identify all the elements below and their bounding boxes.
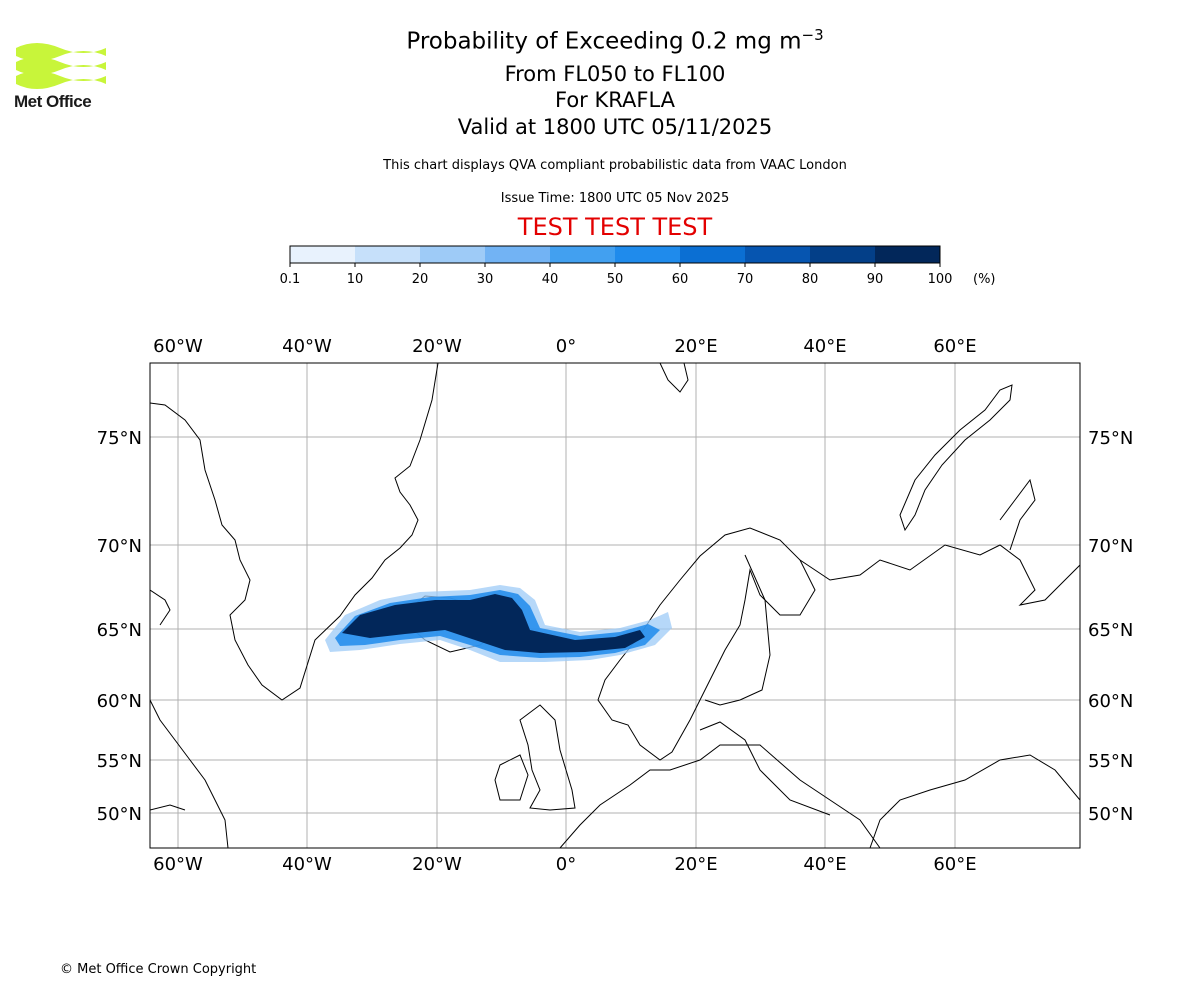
latitude-label-right: 55°N	[1088, 751, 1133, 772]
latitude-label-left: 65°N	[97, 620, 142, 641]
colorbar: 0.1 10 20 30 40 50 60 70 80 90 100 (%)	[280, 245, 996, 287]
chart-title: Probability of Exceeding 0.2 mg m−3	[290, 26, 940, 55]
colorbar-segment	[875, 246, 941, 263]
latitude-label-left: 50°N	[97, 804, 142, 825]
colorbar-segment	[355, 246, 421, 263]
title-superscript: −3	[801, 26, 824, 44]
longitude-label-top: 60°W	[153, 336, 203, 357]
longitude-label-top: 20°E	[674, 336, 717, 357]
title-line-4: Valid at 1800 UTC 05/11/2025	[457, 115, 773, 139]
longitude-label-bottom: 40°W	[282, 854, 332, 875]
colorbar-tick-label: 70	[737, 272, 754, 287]
colorbar-tick-label: 20	[412, 272, 429, 287]
test-banner: TEST TEST TEST	[517, 213, 713, 241]
map-frame	[149, 362, 1081, 849]
colorbar-tick-label: 30	[477, 272, 494, 287]
latitude-label-right: 70°N	[1088, 536, 1133, 557]
latitude-label-right: 50°N	[1088, 804, 1133, 825]
colorbar-segment	[420, 246, 486, 263]
longitude-label-bottom: 60°W	[153, 854, 203, 875]
longitude-label-bottom: 40°E	[803, 854, 846, 875]
map-axis-labels: 60°W 60°W 40°W 40°W 20°W 20°W 0° 0° 20°E 20°E 40°E…	[97, 336, 1134, 875]
copyright-notice: © Met Office Crown Copyright	[60, 962, 257, 977]
colorbar-segment	[550, 246, 616, 263]
longitude-label-top: 60°E	[933, 336, 976, 357]
met-office-logo-text: Met Office	[14, 92, 92, 111]
colorbar-tick-label: 0.1	[280, 272, 301, 287]
title-line-1: Probability of Exceeding 0.2 mg m	[406, 28, 802, 55]
subtitle: This chart displays QVA compliant probab…	[383, 158, 847, 173]
longitude-label-bottom: 60°E	[933, 854, 976, 875]
longitude-label-top: 20°W	[412, 336, 462, 357]
latitude-label-right: 65°N	[1088, 620, 1133, 641]
longitude-label-bottom: 20°W	[412, 854, 462, 875]
issue-time: Issue Time: 1800 UTC 05 Nov 2025	[500, 191, 730, 206]
latitude-label-right: 75°N	[1088, 428, 1133, 449]
map-gridlines	[150, 363, 1080, 848]
colorbar-tick-label: 40	[542, 272, 559, 287]
colorbar-tick-label: 80	[802, 272, 819, 287]
colorbar-tick-label: 90	[867, 272, 884, 287]
title-line-3: For KRAFLA	[555, 88, 675, 112]
longitude-label-bottom: 20°E	[674, 854, 717, 875]
colorbar-tick-label: 60	[672, 272, 689, 287]
latitude-label-left: 55°N	[97, 751, 142, 772]
title-line-2: From FL050 to FL100	[504, 62, 726, 86]
latitude-label-left: 70°N	[97, 536, 142, 557]
met-office-logo-icon	[16, 43, 106, 89]
colorbar-segment	[485, 246, 551, 263]
colorbar-tick-label: 10	[347, 272, 364, 287]
colorbar-tick-label: 50	[607, 272, 624, 287]
colorbar-tick-label: 100	[928, 272, 953, 287]
plume-core	[342, 594, 645, 653]
colorbar-segment	[810, 246, 876, 263]
latitude-label-left: 60°N	[97, 691, 142, 712]
longitude-label-bottom: 0°	[556, 854, 576, 875]
colorbar-segment	[680, 246, 746, 263]
colorbar-segment	[745, 246, 811, 263]
longitude-label-top: 40°W	[282, 336, 332, 357]
longitude-label-top: 0°	[556, 336, 576, 357]
colorbar-unit-label: (%)	[973, 272, 996, 287]
colorbar-segment	[290, 246, 356, 263]
coastlines	[150, 363, 1080, 848]
latitude-label-left: 75°N	[97, 428, 142, 449]
colorbar-segment	[615, 246, 681, 263]
latitude-label-right: 60°N	[1088, 691, 1133, 712]
longitude-label-top: 40°E	[803, 336, 846, 357]
ash-probability-plume	[325, 585, 672, 662]
